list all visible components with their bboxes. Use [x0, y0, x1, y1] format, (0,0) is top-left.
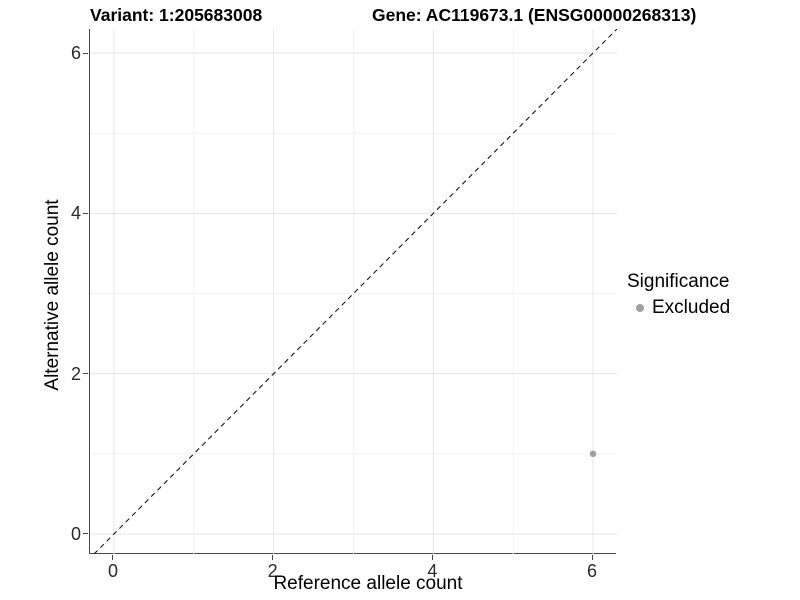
identity-line [93, 29, 617, 554]
x-tick-mark [112, 555, 114, 560]
y-tick-label: 2 [70, 363, 81, 384]
legend-item-excluded: Excluded [627, 297, 730, 319]
plot-title-gene: Gene: AC119673.1 (ENSG00000268313) [372, 5, 697, 25]
legend-title: Significance [627, 271, 730, 292]
y-tick-label: 4 [70, 203, 81, 224]
y-tick-mark [83, 52, 88, 54]
x-tick-mark [591, 555, 593, 560]
legend-key [630, 298, 650, 318]
y-tick-label: 6 [70, 43, 81, 64]
x-tick-mark [272, 555, 274, 560]
y-tick-mark [83, 533, 88, 535]
x-tick-mark [431, 555, 433, 560]
y-tick-mark [83, 373, 88, 375]
y-tick-mark [83, 212, 88, 214]
x-tick-label: 4 [427, 561, 438, 581]
legend: Significance Excluded [627, 271, 730, 319]
x-tick-label: 6 [587, 561, 598, 581]
x-axis-label: Reference allele count [273, 573, 463, 594]
plot-canvas [90, 29, 617, 554]
plot-panel [89, 29, 617, 554]
excluded-point-icon [636, 304, 644, 312]
x-tick-label: 0 [107, 561, 118, 581]
legend-item-label: Excluded [652, 297, 731, 318]
y-tick-label: 0 [70, 523, 81, 544]
plot-title-variant: Variant: 1:205683008 [90, 5, 263, 25]
data-point [589, 450, 597, 458]
x-tick-label: 2 [267, 561, 278, 581]
y-axis-label: Alternative allele count [42, 199, 63, 391]
